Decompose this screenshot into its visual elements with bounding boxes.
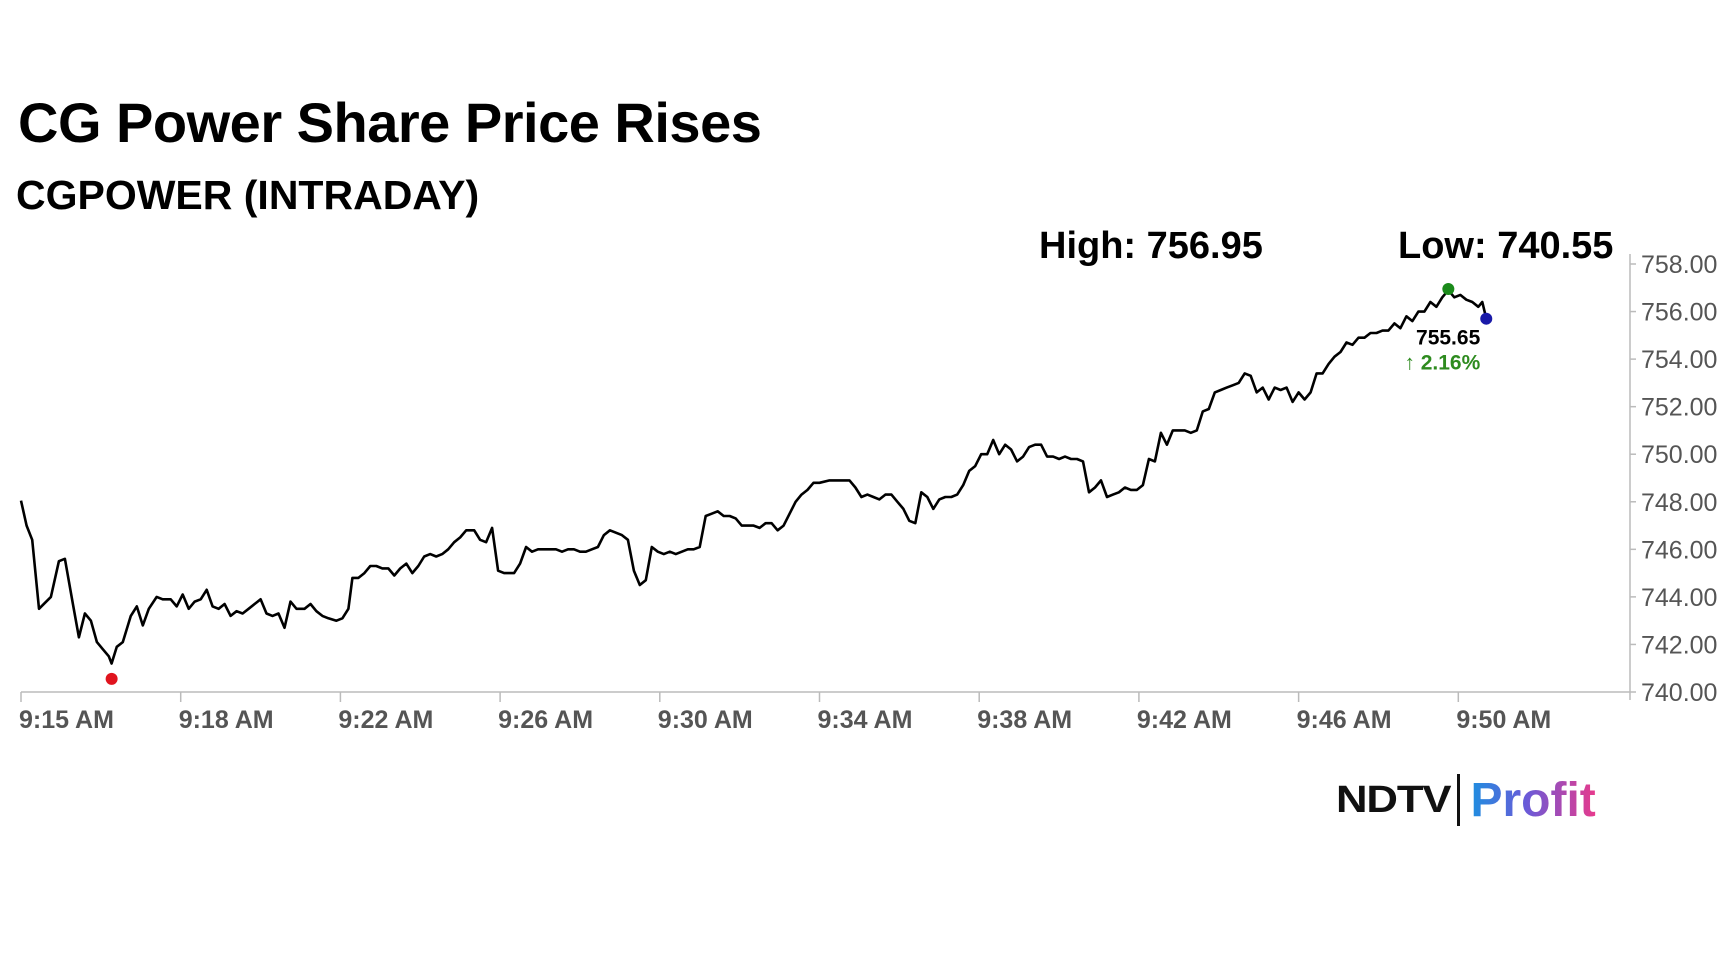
x-tick-label: 9:50 AM xyxy=(1456,706,1551,734)
y-tick-label: 746.00 xyxy=(1641,536,1717,564)
y-tick-label: 740.00 xyxy=(1641,679,1717,707)
price-line xyxy=(19,288,1488,665)
logo-divider xyxy=(1457,774,1461,826)
x-tick-label: 9:15 AM xyxy=(19,706,114,734)
x-tick-label: 9:26 AM xyxy=(498,706,593,734)
low-point-marker xyxy=(105,672,118,685)
y-tick-label: 752.00 xyxy=(1641,394,1717,422)
x-tick-label: 9:30 AM xyxy=(658,706,753,734)
high-point-marker xyxy=(1442,282,1455,295)
ndtv-profit-logo: NDTV Profit xyxy=(1336,772,1596,828)
x-tick-label: 9:42 AM xyxy=(1137,706,1232,734)
y-tick-label: 750.00 xyxy=(1641,441,1717,469)
y-tick-label: 756.00 xyxy=(1641,299,1717,327)
x-axis-ticks: 9:15 AM 9:18 AM 9:22 AM 9:26 AM 9:30 AM 9:34 … xyxy=(19,692,1551,734)
low-price-label: Low: 740.55 xyxy=(1398,225,1614,267)
logo-ndtv-text: NDTV xyxy=(1336,778,1452,821)
y-tick-label: 754.00 xyxy=(1641,346,1717,374)
chart-title: CG Power Share Price Rises xyxy=(18,91,762,154)
high-price-label: High: 756.95 xyxy=(1039,225,1263,267)
y-axis-ticks: 740.00 742.00 744.00 746.00 748.00 750.00 752.… xyxy=(1630,251,1717,707)
y-tick-label: 748.00 xyxy=(1641,489,1717,517)
y-tick-label: 758.00 xyxy=(1641,251,1717,279)
last-price-marker xyxy=(1480,312,1493,325)
last-price-change: ↑ 2.16% xyxy=(1404,352,1480,375)
chart-subtitle: CGPOWER (INTRADAY) xyxy=(16,172,480,218)
y-tick-label: 742.00 xyxy=(1641,631,1717,659)
x-tick-label: 9:46 AM xyxy=(1297,706,1392,734)
y-tick-label: 744.00 xyxy=(1641,584,1717,612)
last-price-value: 755.65 xyxy=(1416,327,1481,350)
x-tick-label: 9:22 AM xyxy=(338,706,433,734)
x-tick-label: 9:38 AM xyxy=(977,706,1072,734)
x-tick-label: 9:34 AM xyxy=(818,706,913,734)
logo-profit-text: Profit xyxy=(1470,773,1596,827)
x-tick-label: 9:18 AM xyxy=(179,706,274,734)
chart-axes xyxy=(21,254,1631,700)
